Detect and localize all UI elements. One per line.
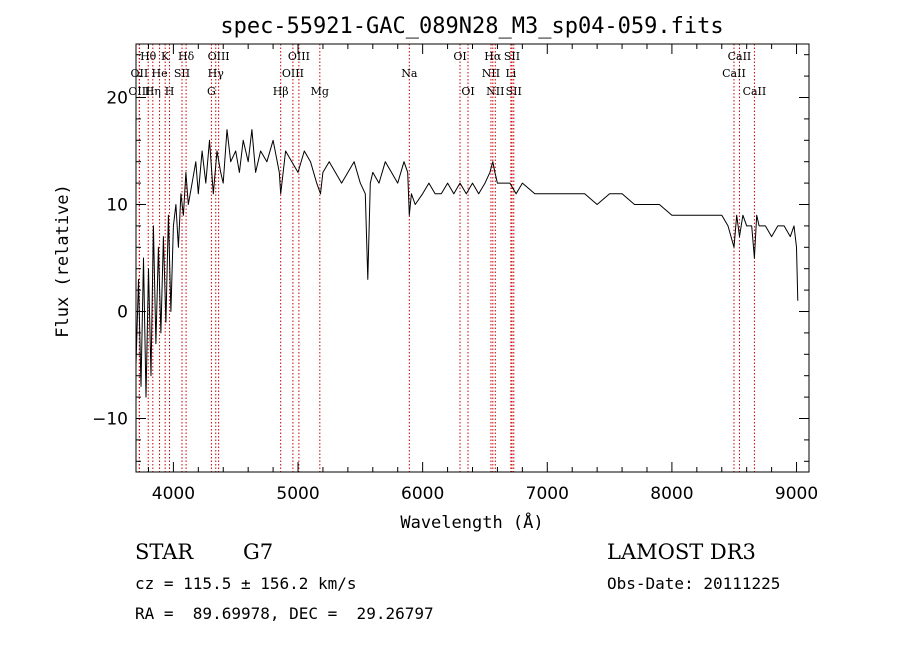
line-label: Hβ	[273, 85, 289, 98]
emission-line-markers	[138, 44, 755, 472]
y-tick-label: 20	[106, 89, 128, 109]
line-label: SII	[506, 85, 522, 98]
obs-date: Obs-Date: 20111225	[607, 574, 781, 593]
x-tick-label: 5000	[276, 484, 319, 504]
line-label: Na	[401, 67, 418, 80]
line-label: SII	[504, 50, 520, 63]
line-label: Li	[505, 67, 516, 80]
line-label: Mg	[311, 85, 329, 98]
line-label: NII	[482, 67, 500, 80]
line-label: Hδ	[178, 50, 195, 63]
survey-name: LAMOST DR3	[607, 540, 756, 564]
x-axis-title: Wavelength (Å)	[400, 511, 543, 533]
y-tick-label: 0	[117, 303, 128, 323]
object-class: STAR	[135, 540, 194, 564]
spectrum-line	[135, 129, 799, 398]
line-label: Hθ	[140, 50, 157, 63]
x-tick-label: 7000	[526, 484, 569, 504]
x-tick-label: 6000	[401, 484, 444, 504]
x-tick-label: 8000	[650, 484, 693, 504]
plot-frame	[135, 43, 810, 473]
chart-title: spec-55921-GAC_089N28_M3_sp04-059.fits	[220, 14, 723, 39]
line-label: K	[161, 50, 170, 63]
line-label: CaII	[722, 67, 746, 80]
y-axis-title: Flux (relative)	[53, 184, 73, 338]
line-label: OIII	[128, 85, 150, 98]
y-tick-label: −10	[92, 410, 128, 430]
x-tick-label: 4000	[152, 484, 195, 504]
line-label: CaII	[728, 50, 752, 63]
x-tick-label: 9000	[775, 484, 818, 504]
line-label: Hη	[145, 85, 161, 98]
line-label: OIII	[282, 67, 304, 80]
line-label: OIII	[288, 50, 310, 63]
line-label: H	[165, 85, 175, 98]
line-labels: Hθ OII OIII K He Hη Hδ SII H OIII Hγ G OIII OIII Hβ Mg N…	[128, 50, 766, 98]
line-label: Hα	[484, 50, 502, 63]
redshift-cz: cz = 115.5 ± 156.2 km/s	[135, 574, 357, 593]
y-tick-label: 10	[106, 196, 128, 216]
spectrum-series	[135, 129, 799, 398]
object-subclass: G7	[243, 540, 274, 564]
line-label: NII	[486, 85, 504, 98]
line-label: G	[207, 85, 216, 98]
line-label: CaII	[743, 85, 767, 98]
line-label: SII	[174, 67, 190, 80]
axis-ticks: 4000 5000 6000 7000 8000 9000 −10 0 10 20	[92, 44, 818, 504]
line-label: Hγ	[208, 67, 225, 80]
coordinates: RA = 89.69978, DEC = 29.26797	[135, 604, 434, 623]
line-label: OII	[131, 67, 149, 80]
line-label: He	[152, 67, 168, 80]
line-label: OI	[453, 50, 466, 63]
line-label: OIII	[208, 50, 230, 63]
line-label: OI	[461, 85, 474, 98]
